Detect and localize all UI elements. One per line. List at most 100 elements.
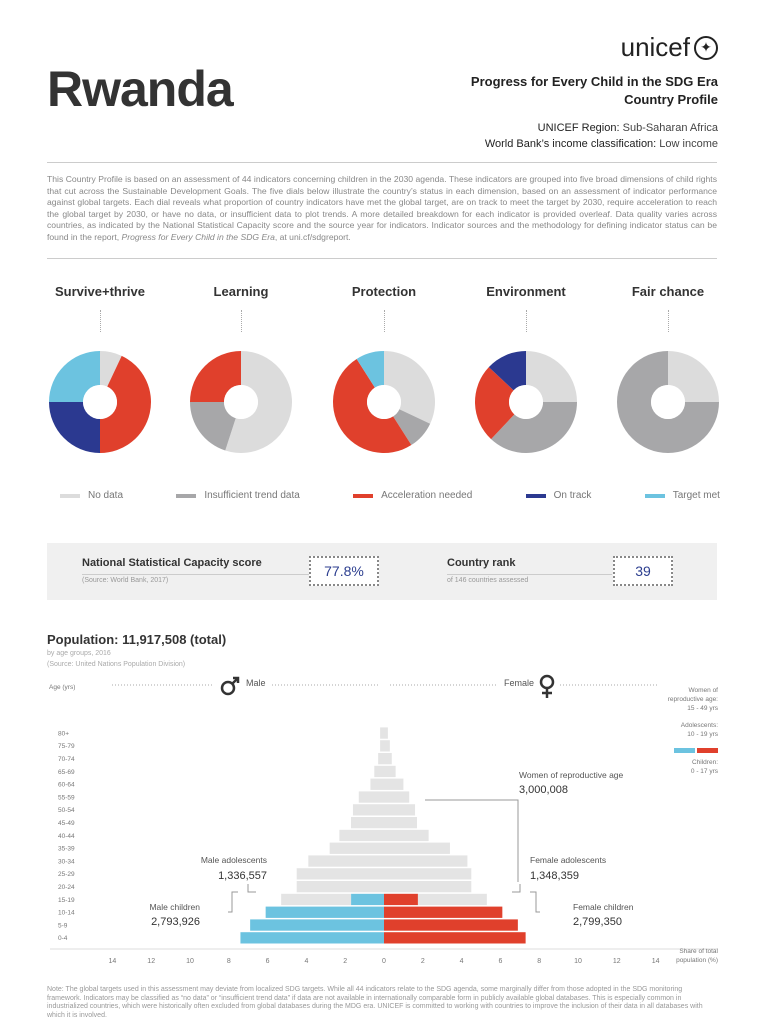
dial-3-hole	[509, 385, 543, 419]
male-adolescents-label: Male adolescents	[201, 855, 267, 865]
intro-paragraph: This Country Profile is based on an asse…	[47, 174, 717, 244]
dial-3-slice-acceleration	[475, 367, 515, 440]
dial-4	[617, 351, 719, 453]
x-tick-2: 10	[186, 958, 194, 965]
unicef-globe-icon: ✦	[694, 35, 718, 60]
age-label-35-39: 35-39	[58, 846, 75, 853]
bar-female-0-4	[384, 932, 526, 944]
female-adol-connector	[512, 884, 521, 893]
bar-female-40-44	[384, 829, 429, 842]
dial-0-slice-acceleration	[100, 355, 151, 453]
age-label-65-69: 65-69	[58, 769, 75, 776]
male-child-bracket	[228, 891, 238, 913]
bar-male-75-79	[380, 740, 384, 752]
key-adol-2: 10 - 19 yrs	[687, 731, 718, 738]
dial-1-slice-insufficient	[190, 402, 236, 451]
bar-female-15-19	[417, 893, 487, 906]
age-label-70-74: 70-74	[58, 756, 75, 763]
female-children-value: 2,799,350	[573, 916, 622, 928]
x-tick-11: 8	[537, 958, 541, 965]
x-tick-5: 4	[304, 958, 308, 965]
population-source: (Source: United Nations Population Divis…	[47, 661, 186, 668]
key-women-2: reproductive age:	[668, 696, 718, 703]
female-adolescents-value: 1,348,359	[530, 870, 579, 882]
bar-male-60-64	[370, 778, 384, 790]
key-adol-1: Adolescents:	[681, 722, 718, 729]
bar-female-70-74	[384, 753, 392, 765]
male-adol-connector	[247, 884, 256, 893]
region-row: UNICEF Region: Sub-Saharan Africa	[485, 120, 718, 136]
dial-0-slice-target_met	[49, 351, 100, 402]
x-tick-9: 4	[460, 958, 464, 965]
region-label: UNICEF Region:	[537, 122, 620, 134]
female-symbol-icon	[539, 674, 555, 698]
women-repro-connector	[425, 799, 519, 882]
dial-title-4: Fair chance	[631, 284, 705, 299]
dials-section: Survive+thrive Learning Protection Environm…	[0, 282, 768, 472]
pyramid-key: Women of reproductive age: 15 - 49 yrs A…	[668, 687, 719, 964]
key-child-2: 0 - 17 yrs	[691, 768, 719, 775]
x-tick-6: 2	[343, 958, 347, 965]
bar-male-10-14	[265, 906, 384, 918]
capacity-rule	[82, 574, 352, 575]
bar-male-45-49	[351, 817, 384, 829]
dial-connector-4	[668, 310, 669, 332]
share-label-1: Share of total	[679, 948, 718, 955]
x-tick-1: 12	[147, 958, 155, 965]
bar-female-25-29	[384, 868, 472, 880]
subtitle-line-2: Country Profile	[624, 92, 718, 107]
bar-female-50-54	[384, 804, 416, 816]
legend-target_met: Target met	[644, 490, 720, 501]
region-info: UNICEF Region: Sub-Saharan Africa World …	[485, 120, 718, 152]
dial-0	[49, 351, 151, 453]
bar-male-0-4	[240, 932, 384, 944]
male-children-label: Male children	[149, 902, 200, 912]
capacity-label: National Statistical Capacity score	[82, 557, 262, 569]
divider-mid	[47, 258, 717, 259]
dial-2-hole	[367, 385, 401, 419]
rank-rule	[447, 574, 612, 575]
age-label-45-49: 45-49	[58, 820, 75, 827]
bar-female-35-39	[384, 842, 450, 854]
dial-2-slice-insufficient	[393, 409, 431, 446]
dial-connector-2	[384, 310, 385, 332]
dial-title-0: Survive+thrive	[55, 284, 145, 299]
bar-female-80+	[384, 727, 388, 739]
population-title: Population: 11,917,508 (total)	[47, 632, 227, 647]
age-label-75-79: 75-79	[58, 743, 75, 750]
dial-2-slice-no_data	[384, 351, 435, 424]
legend-swatch-no_data	[60, 493, 80, 498]
dial-1-slice-acceleration	[190, 351, 241, 402]
dial-title-3: Environment	[486, 284, 566, 299]
dial-3-slice-insufficient	[491, 402, 577, 453]
key-women-3: 15 - 49 yrs	[687, 705, 718, 712]
intro-report-title: Progress for Every Child in the SDG Era	[121, 231, 275, 242]
bar-male-35-39	[329, 842, 384, 854]
dial-title-2: Protection	[351, 284, 417, 299]
income-row: World Bank’s income classification: Low …	[485, 136, 718, 152]
dial-3-slice-no_data	[526, 351, 577, 402]
x-tick-4: 6	[266, 958, 270, 965]
capacity-source: (Source: World Bank, 2017)	[82, 577, 169, 584]
bar-male-15-19	[281, 893, 352, 906]
x-tick-10: 6	[498, 958, 502, 965]
income-value: Low income	[659, 138, 718, 150]
pyramid-x-ticks: 14 12 10 8 6 4 2 0 2 4 6 8 10 12 14	[50, 948, 718, 965]
dial-1-hole	[224, 385, 258, 419]
dial-connector-1	[241, 310, 242, 332]
x-tick-12: 10	[574, 958, 582, 965]
legend-swatch-acceleration	[353, 493, 374, 498]
pyramid-age-labels: 0-4 5-9 10-14 15-19 20-24 25-29 30-34 35-39 40-4…	[58, 730, 75, 942]
dial-3	[475, 351, 577, 453]
key-women-1: Women of	[688, 687, 718, 694]
dial-connector-0	[100, 310, 101, 332]
capacity-value: 77.8%	[309, 556, 379, 586]
bar-female-75-79	[384, 740, 390, 752]
male-symbol-icon	[220, 676, 240, 696]
legend-label-acceleration: Acceleration needed	[381, 490, 473, 501]
female-adolescents-label: Female adolescents	[530, 855, 606, 865]
key-child-1: Children:	[692, 759, 718, 766]
bar-female-10-14	[384, 906, 503, 918]
x-tick-3: 8	[227, 958, 231, 965]
statistical-capacity-panel: National Statistical Capacity score (Sou…	[47, 543, 717, 600]
